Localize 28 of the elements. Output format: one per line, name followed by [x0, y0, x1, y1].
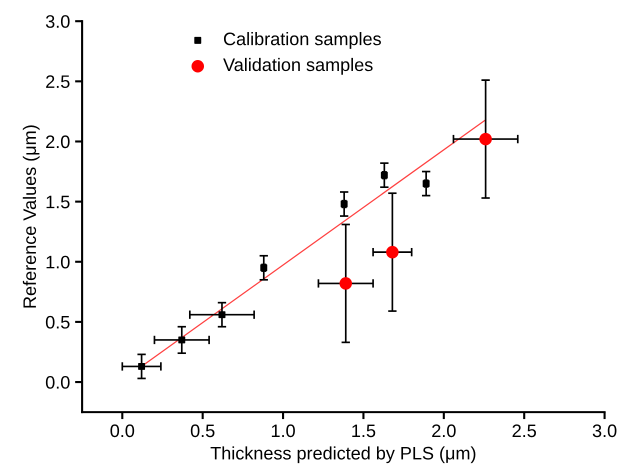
- legend-label: Validation samples: [223, 58, 373, 75]
- y-tick-label: 0.0: [46, 376, 70, 389]
- point: [260, 264, 268, 272]
- y-tick-label: 1.5: [46, 196, 70, 208]
- point: [178, 336, 186, 344]
- point: [479, 132, 492, 146]
- y-tick-label: 0.5: [46, 316, 70, 329]
- point: [340, 200, 348, 208]
- point: [218, 311, 226, 318]
- y-tick-label: 1.0: [46, 256, 70, 268]
- point: [422, 180, 430, 188]
- x-tick-label: 2.0: [432, 424, 456, 438]
- legend-label: Calibration samples: [224, 32, 381, 49]
- y-tick-label: 2.5: [46, 75, 70, 88]
- y-tick-label: 3.0: [46, 15, 70, 28]
- x-tick-label: 1.5: [352, 424, 376, 438]
- point: [386, 246, 399, 258]
- x-tick-label: 1.0: [272, 424, 295, 438]
- point: [340, 277, 352, 290]
- point: [380, 172, 388, 179]
- x-tick-label: 0.0: [110, 424, 134, 438]
- y-axis-title: Reference Values (μm): [22, 125, 40, 308]
- x-tick-label: 3.0: [592, 424, 616, 438]
- x-tick-label: 0.5: [190, 424, 214, 438]
- y-tick-label: 2.0: [46, 135, 70, 148]
- x-tick-label: 2.5: [512, 424, 536, 438]
- x-axis-title: Thickness predicted by PLS (μm): [210, 446, 476, 464]
- point: [138, 362, 146, 370]
